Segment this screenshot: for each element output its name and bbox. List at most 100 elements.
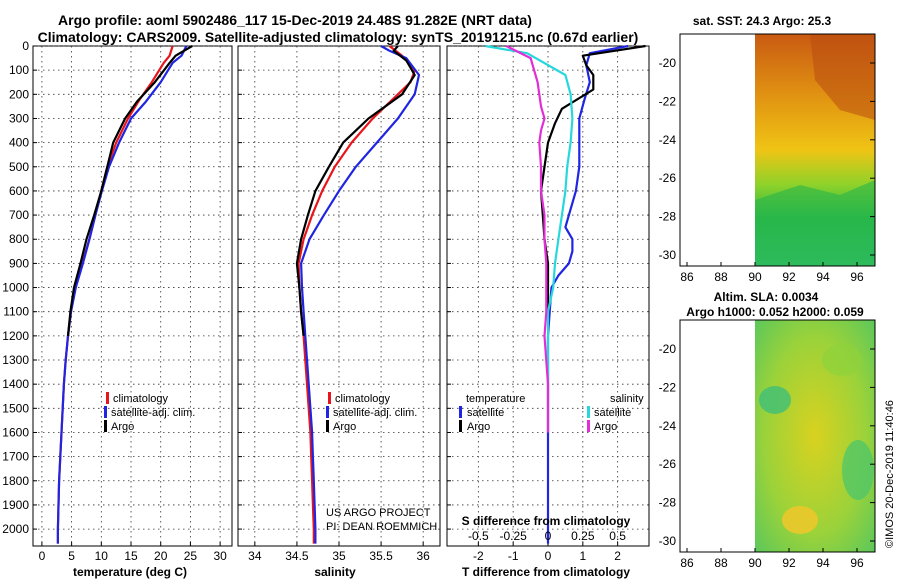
map-y-tick-label: -24 — [659, 133, 677, 147]
legend-t-argo-swatch — [459, 420, 462, 432]
t-difference-label: T difference from climatology — [462, 565, 630, 579]
map-y-tick-label: -26 — [659, 457, 677, 471]
depth-tick-label: 1700 — [2, 450, 29, 464]
temperature-frame — [32, 45, 233, 547]
map-x-tick-label: 96 — [850, 556, 864, 570]
x-tick-label: 1 — [579, 549, 586, 563]
legend-argo-swatch — [326, 420, 329, 432]
x-tick-label: 25 — [184, 549, 198, 563]
map-x-tick-label: 94 — [816, 556, 830, 570]
s-difference-label: S difference from climatology — [462, 514, 631, 528]
map-x-tick-label: 86 — [680, 556, 694, 570]
legend-s-argo-label: Argo — [594, 421, 617, 433]
s-tick-label: -0.5 — [468, 529, 489, 543]
depth-tick-label: 900 — [9, 256, 29, 270]
temperature-x-axis: 0 5 10 15 20 25 30 — [39, 549, 228, 563]
depth-tick-label: 2000 — [2, 522, 29, 536]
depth-tick-label: 700 — [9, 208, 29, 222]
series-line-satellite — [300, 45, 421, 544]
series-line-s-satellite — [485, 44, 574, 433]
sst-map-warm-patch — [810, 34, 875, 120]
salinity-legend: climatology satellite-adj. clim. Argo — [326, 392, 417, 433]
sla-map-low-patch — [759, 386, 791, 414]
map-y-tick-label: -22 — [659, 380, 677, 394]
sla-map-high-patch — [782, 506, 818, 534]
temperature-panel: 0100200300400500600700800900100011001200… — [2, 39, 233, 579]
salinity-panel: 34 34.5 35 35.5 36 salinity climatology sate… — [237, 45, 441, 579]
series-line-s-argo — [505, 45, 550, 433]
series-line-argo — [66, 45, 193, 337]
legend-s-satellite-swatch — [587, 406, 590, 418]
legend-t-argo-label: Argo — [467, 421, 490, 433]
legend-satellite-swatch — [104, 406, 107, 418]
legend-t-satellite-label: satellite — [467, 407, 504, 419]
map-x-tick-label: 88 — [714, 270, 728, 284]
legend-temperature-title: temperature — [466, 393, 525, 405]
series-line-argo — [295, 45, 416, 337]
map-x-tick-label: 94 — [816, 270, 830, 284]
temperature-xlabel: temperature (deg C) — [73, 565, 187, 579]
legend-climatology-swatch — [106, 392, 109, 404]
legend-satellite-label: satellite-adj. clim. — [111, 407, 195, 419]
legend-argo-label: Argo — [333, 421, 356, 433]
map-y-tick-label: -28 — [659, 496, 677, 510]
legend-argo-label: Argo — [111, 421, 134, 433]
salinity-difference-scale: -0.5 -0.25 0 0.25 0.5 — [468, 529, 626, 543]
depth-tick-label: 400 — [9, 136, 29, 150]
sla-map-title-line2: Argo h1000: 0.052 h2000: 0.059 — [686, 305, 864, 319]
depth-tick-label: 1600 — [2, 425, 29, 439]
difference-legend: temperature satellite Argo salinity sate… — [459, 393, 644, 433]
map-x-tick-label: 92 — [782, 556, 796, 570]
figure-title-line2: Climatology: CARS2009. Satellite-adjuste… — [38, 29, 639, 45]
figure-title-line1: Argo profile: aoml 5902486_117 15-Dec-20… — [58, 12, 532, 28]
x-tick-label: -1 — [508, 549, 519, 563]
legend-climatology-label: climatology — [113, 393, 169, 405]
depth-tick-label: 300 — [9, 111, 29, 125]
x-tick-label: 36 — [416, 549, 430, 563]
series-line-t-argo — [539, 44, 646, 312]
legend-satellite-label: satellite-adj. clim. — [333, 407, 417, 419]
map-y-tick-label: -30 — [659, 534, 677, 548]
map-y-tick-label: -20 — [659, 342, 677, 356]
legend-argo-swatch — [104, 420, 107, 432]
depth-tick-label: 800 — [9, 232, 29, 246]
x-tick-label: 35.5 — [369, 549, 393, 563]
map-x-tick-label: 90 — [748, 270, 762, 284]
x-tick-label: 35 — [332, 549, 346, 563]
depth-tick-label: 1900 — [2, 498, 29, 512]
watermark-line1: US ARGO PROJECT — [326, 507, 431, 519]
legend-s-argo-swatch — [587, 420, 590, 432]
sla-map: Altim. SLA: 0.0034 Argo h1000: 0.052 h20… — [659, 290, 876, 570]
depth-tick-label: 100 — [9, 63, 29, 77]
legend-climatology-label: climatology — [335, 393, 391, 405]
x-tick-label: -2 — [473, 549, 484, 563]
difference-x-axis: -2 -1 0 1 2 — [473, 549, 621, 563]
sst-map: sat. SST: 24.3 Argo: 25.3 -20 -22 -24 -26 -2… — [659, 14, 876, 284]
depth-tick-label: 0 — [22, 39, 29, 53]
depth-axis: 0 100 200 300 400 500 600 700 800 900 1000 1100 1200… — [2, 39, 29, 536]
map-x-tick-label: 88 — [714, 556, 728, 570]
legend-s-satellite-label: satellite — [594, 407, 631, 419]
sla-map-frame — [679, 319, 876, 553]
map-y-tick-label: -20 — [659, 56, 677, 70]
map-x-tick-label: 96 — [850, 270, 864, 284]
x-tick-label: 20 — [154, 549, 168, 563]
s-tick-label: 0 — [545, 529, 552, 543]
x-tick-label: 10 — [95, 549, 109, 563]
sla-map-title-line1: Altim. SLA: 0.0034 — [714, 290, 819, 304]
x-tick-label: 5 — [68, 549, 75, 563]
map-y-tick-label: -30 — [659, 248, 677, 262]
depth-tick-label: 1500 — [2, 401, 29, 415]
depth-tick-label: 600 — [9, 184, 29, 198]
map-y-tick-label: -24 — [659, 419, 677, 433]
sst-map-cool-patch — [755, 180, 875, 266]
legend-climatology-swatch — [328, 392, 331, 404]
sla-map-low-patch — [842, 440, 874, 500]
depth-tick-label: 1400 — [2, 377, 29, 391]
series-line-t-satellite — [546, 44, 629, 544]
depth-tick-label: 500 — [9, 160, 29, 174]
temperature-legend: climatology satellite-adj. clim. Argo — [104, 392, 195, 433]
sla-map-patch — [822, 344, 862, 376]
x-tick-label: 34.5 — [285, 549, 309, 563]
